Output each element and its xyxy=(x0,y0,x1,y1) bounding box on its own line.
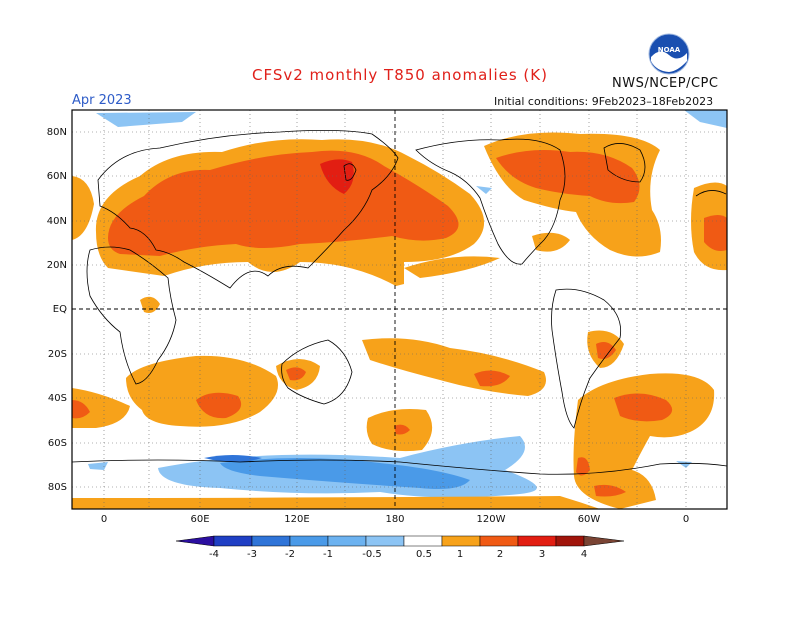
latitude-labels: 80N 60N 40N 20N EQ 20S 40S 60S 80S xyxy=(47,127,67,493)
colorbar-swatch xyxy=(403,535,443,547)
lat-label: 20N xyxy=(47,260,67,271)
cold-anomaly-fields xyxy=(88,110,727,498)
colorbar-swatch xyxy=(289,535,329,547)
colorbar-swatch xyxy=(213,535,253,547)
initial-conditions: Initial conditions: 9Feb2023–18Feb2023 xyxy=(494,95,714,108)
lon-label: 120E xyxy=(284,514,309,525)
map-plot-area xyxy=(72,110,727,509)
colorbar-swatch xyxy=(517,535,557,547)
colorbar-swatch xyxy=(555,535,585,547)
lat-label: 80N xyxy=(47,127,67,138)
chart-title: CFSv2 monthly T850 anomalies (K) xyxy=(252,66,548,84)
color-bar: -4 -3 -2 -1 -0.5 0.5 1 2 3 4 xyxy=(175,535,625,560)
lon-label: 60W xyxy=(578,514,601,525)
lat-label: 40N xyxy=(47,216,67,227)
logo-text: NOAA xyxy=(658,46,681,54)
lat-label: 60S xyxy=(48,438,67,449)
noaa-logo-icon: NOAA xyxy=(648,33,690,75)
lat-label: 40S xyxy=(48,393,67,404)
reference-lines xyxy=(72,110,727,509)
colorbar-swatch xyxy=(251,535,291,547)
forecast-month: Apr 2023 xyxy=(72,93,132,108)
colorbar-label: 2 xyxy=(497,549,503,560)
lat-label: EQ xyxy=(53,304,67,315)
colorbar-swatch xyxy=(441,535,481,547)
colorbar-label: 4 xyxy=(581,549,587,560)
colorbar-label: -4 xyxy=(209,549,219,560)
colorbar-swatch xyxy=(365,535,405,547)
agency-label: NWS/NCEP/CPC xyxy=(612,76,719,91)
colorbar-upper-arrow xyxy=(583,535,625,547)
colorbar-lower-arrow xyxy=(175,535,215,547)
colorbar-swatch xyxy=(479,535,519,547)
colorbar-label: -3 xyxy=(247,549,257,560)
colorbar-label: 0.5 xyxy=(416,549,432,560)
colorbar-label: -2 xyxy=(285,549,295,560)
colorbar-label: 1 xyxy=(457,549,463,560)
lon-label: 60E xyxy=(190,514,209,525)
lat-label: 60N xyxy=(47,171,67,182)
coastlines xyxy=(72,130,727,475)
colorbar-label: 3 xyxy=(539,549,545,560)
colorbar-label: -1 xyxy=(323,549,333,560)
longitude-labels: 0 60E 120E 180 120W 60W 0 xyxy=(101,514,689,525)
lat-label: 80S xyxy=(48,482,67,493)
lat-label: 20S xyxy=(48,349,67,360)
lon-label: 180 xyxy=(385,514,404,525)
map-grid xyxy=(72,110,727,509)
warm-anomaly-fields xyxy=(72,132,727,509)
colorbar-label: -0.5 xyxy=(362,549,382,560)
colorbar-swatch xyxy=(327,535,367,547)
lon-label: 0 xyxy=(683,514,689,525)
map-frame xyxy=(71,109,728,510)
lon-label: 0 xyxy=(101,514,107,525)
lon-label: 120W xyxy=(477,514,506,525)
